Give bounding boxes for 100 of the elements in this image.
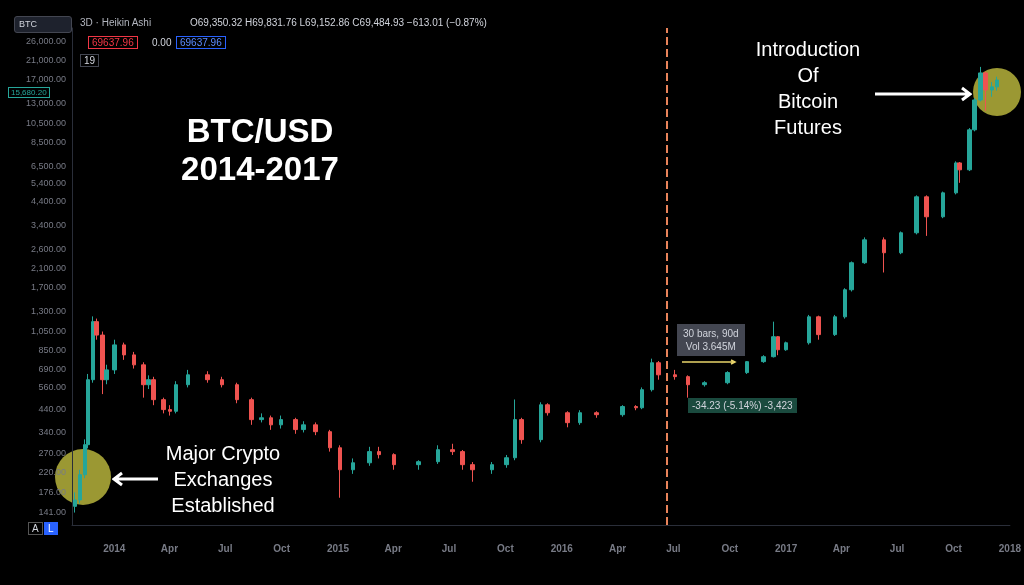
y-tick-label: 1,300.00	[30, 306, 66, 317]
annotation: O69,350.32 H69,831.76 L69,152.86 C69,484.93 −613.01 (−0.87%)	[190, 17, 487, 28]
candlestick	[313, 421, 318, 436]
annotation: 3D · Heikin Ashi	[80, 17, 152, 28]
candlestick	[862, 236, 867, 265]
x-tick-label: Oct	[273, 542, 291, 554]
candlestick	[351, 457, 355, 475]
x-tick-label: Oct	[497, 542, 515, 554]
candlestick	[957, 161, 962, 184]
candlestick	[436, 444, 440, 465]
candlestick	[725, 370, 730, 385]
y-tick-label: 270.00	[38, 448, 66, 459]
candlestick	[849, 260, 854, 293]
annotation: 19	[80, 54, 100, 67]
candlestick	[776, 335, 780, 356]
candlestick	[539, 401, 543, 443]
candlestick	[686, 374, 690, 399]
x-tick-label: Jul	[441, 542, 457, 554]
candlestick	[460, 449, 465, 471]
y-tick-label: 690.00	[38, 363, 66, 374]
y-tick-label: 141.00	[38, 506, 66, 517]
y-tick-label: 4,400.00	[30, 196, 66, 207]
candlestick	[269, 415, 273, 431]
x-tick-label: Apr	[608, 542, 627, 554]
candlestick	[634, 404, 638, 411]
candlestick	[914, 194, 919, 235]
text: L	[44, 522, 58, 535]
candlestick	[745, 360, 749, 375]
candlestick	[784, 341, 788, 352]
candlestick	[594, 410, 599, 419]
candlestick	[279, 415, 283, 430]
candlestick	[301, 420, 306, 433]
candlestick	[565, 410, 570, 428]
candlestick	[673, 369, 677, 381]
candlestick	[899, 230, 903, 255]
text: 15,680.20	[8, 87, 50, 98]
x-tick-label: 2014	[103, 542, 126, 554]
y-tick-label: 850.00	[38, 344, 66, 355]
candlestick	[328, 429, 332, 453]
candlestick	[882, 236, 886, 273]
x-tick-label: Jul	[666, 542, 681, 554]
annotation: Introduction Of Bitcoin Futures	[754, 37, 862, 140]
text: BTC	[14, 16, 72, 33]
y-tick-label: 26,000.00	[25, 35, 66, 46]
candlestick	[161, 397, 166, 414]
y-tick-label: 1,700.00	[30, 282, 66, 293]
candlestick	[816, 315, 821, 341]
candlestick	[620, 404, 625, 418]
candlestick	[186, 369, 190, 388]
candlestick	[650, 358, 654, 393]
candlestick	[146, 374, 151, 390]
candlestick	[771, 321, 776, 358]
candlestick	[367, 446, 372, 467]
candlestick	[983, 71, 988, 112]
candlestick	[656, 360, 661, 381]
y-tick-label: 21,000.00	[25, 55, 66, 66]
x-tick-label: Apr	[832, 542, 851, 554]
candlestick	[168, 404, 172, 417]
y-tick-label: 10,500.00	[25, 117, 66, 128]
candlestick	[112, 339, 117, 375]
annotation: -34.23 (-5.14%) -3,423	[688, 398, 797, 413]
candlestick	[470, 461, 475, 483]
candlestick	[259, 412, 264, 423]
y-tick-label: 560.00	[38, 382, 66, 393]
y-tick-label: 3,400.00	[30, 219, 66, 230]
x-tick-label: Apr	[384, 542, 402, 554]
candlestick	[941, 191, 945, 219]
candlestick	[104, 364, 109, 385]
candlestick	[249, 397, 254, 426]
x-tick-label: 2016	[550, 542, 574, 554]
annotation: Major Crypto Exchanges Established	[164, 441, 282, 518]
y-tick-label: 8,500.00	[30, 136, 66, 147]
candlestick	[513, 398, 517, 461]
candlestick	[220, 376, 224, 388]
annotation: 30 bars, 90d Vol 3.645M	[677, 324, 745, 356]
candlestick	[338, 444, 342, 499]
y-tick-label: 6,500.00	[30, 161, 66, 172]
candlestick	[843, 287, 847, 320]
candlestick	[519, 417, 524, 445]
y-tick-label: 440.00	[38, 404, 66, 415]
candlestick	[174, 380, 178, 414]
y-tick-label: 340.00	[38, 427, 66, 438]
candlestick	[132, 351, 136, 370]
candlestick	[235, 382, 239, 404]
candlestick	[122, 342, 126, 361]
x-tick-label: Apr	[160, 542, 179, 554]
candlestick	[151, 376, 156, 406]
x-tick-label: Jul	[218, 542, 233, 554]
candlestick	[490, 461, 494, 475]
candlestick	[761, 354, 766, 364]
annotation: 0.00	[152, 37, 172, 48]
y-tick-label: 2,600.00	[30, 243, 66, 254]
text: BTC/USD 2014-2017	[180, 112, 340, 188]
x-tick-label: Oct	[945, 542, 963, 554]
candlestick	[702, 380, 707, 388]
x-tick-label: 2015	[326, 542, 350, 554]
candlestick	[504, 454, 509, 469]
candlestick	[377, 446, 381, 459]
y-tick-label: 2,100.00	[30, 263, 66, 274]
x-tick-label: 2018	[998, 542, 1022, 554]
